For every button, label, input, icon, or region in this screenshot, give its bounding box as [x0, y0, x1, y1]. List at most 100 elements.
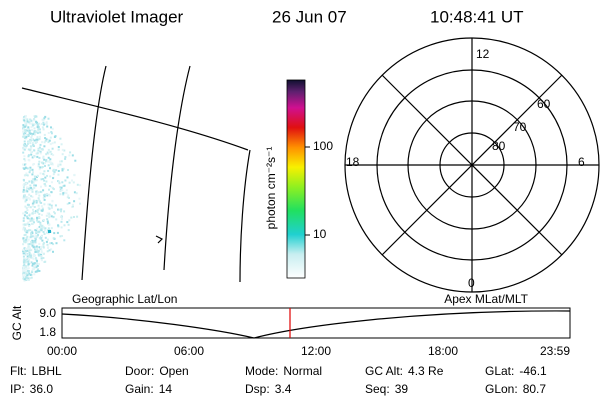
speckle [41, 239, 44, 242]
speckle [24, 229, 27, 232]
speckle [52, 243, 55, 246]
speckle [67, 229, 70, 232]
speckle [50, 215, 53, 218]
speckle [50, 191, 53, 194]
speckle [22, 270, 25, 273]
speckle [48, 213, 51, 216]
speckle [24, 116, 27, 119]
speckle [42, 121, 45, 124]
speckle [31, 244, 34, 247]
speckle [66, 202, 69, 205]
speckle [79, 202, 81, 205]
speckle [26, 142, 29, 145]
orbit-x-tick: 00:00 [47, 344, 77, 358]
speckle [40, 161, 43, 164]
speckle [31, 212, 34, 215]
speckle [45, 153, 48, 156]
speckle [50, 132, 53, 135]
lat-label: 80 [492, 139, 506, 153]
speckle [39, 237, 42, 240]
speckle [52, 215, 55, 218]
speckle [46, 243, 49, 246]
speckle [50, 153, 53, 156]
speckle [67, 223, 70, 226]
speckle [40, 205, 43, 208]
speckle [36, 138, 39, 141]
speckle [30, 235, 33, 238]
speckle [44, 227, 47, 230]
speckle [34, 238, 37, 241]
speckle [39, 143, 42, 146]
speckle [43, 195, 46, 198]
orbit-curve [61, 310, 571, 339]
speckle [22, 219, 25, 222]
speckle [50, 126, 52, 129]
lat-label: 70 [513, 120, 527, 134]
orbit-x-tick: 06:00 [174, 344, 204, 358]
speckle [30, 195, 33, 198]
speckle [43, 170, 46, 173]
mlt-label: 6 [578, 155, 585, 169]
field-value: 4.3 Re [408, 364, 444, 378]
speckle [53, 232, 56, 235]
speckle [27, 127, 30, 130]
speckle [26, 255, 29, 258]
speckle [48, 139, 51, 142]
speckle [46, 250, 49, 253]
speckle [22, 189, 25, 191]
speckle [25, 182, 28, 185]
speckle [57, 225, 60, 228]
field-label: GLat: [485, 364, 514, 378]
speckle [37, 163, 40, 166]
speckle [71, 203, 74, 206]
speckle [27, 263, 30, 266]
speckle [26, 196, 29, 199]
speckle [31, 270, 33, 273]
speckle [35, 131, 38, 134]
speckle [28, 261, 31, 264]
speckle [24, 251, 27, 254]
speckle [40, 253, 42, 256]
speckle [39, 248, 42, 250]
speckle [24, 115, 27, 117]
speckle [68, 219, 71, 222]
orbit-y-tick: 1.8 [39, 325, 56, 339]
speckle [22, 151, 25, 154]
speckle [22, 248, 25, 251]
speckle [28, 140, 31, 143]
speckle [30, 249, 33, 252]
speckle [47, 117, 50, 120]
speckle [28, 198, 31, 201]
speckle [25, 272, 28, 275]
speckle [40, 224, 43, 227]
speckle [78, 197, 81, 200]
speckle [22, 255, 25, 258]
speckle [30, 261, 33, 264]
speckle [41, 123, 44, 125]
colorbar-label: photon cm⁻²s⁻¹ [264, 147, 278, 230]
speckle [27, 260, 30, 263]
speckle [40, 178, 43, 181]
speckle [37, 197, 40, 200]
speckle [46, 174, 48, 177]
speckle [35, 201, 38, 204]
speckle [65, 189, 68, 192]
speckle [33, 123, 36, 126]
speckle [73, 173, 76, 176]
marker [155, 235, 164, 244]
speckle [50, 161, 53, 164]
speckle [22, 228, 25, 231]
field-label: Door: [125, 364, 154, 378]
speckle [26, 222, 29, 225]
speckle [35, 193, 38, 196]
speckle [55, 218, 58, 221]
speckle [26, 229, 29, 232]
speckle [29, 274, 32, 276]
speckle [33, 118, 36, 121]
speckle [60, 226, 63, 229]
speckle [24, 128, 27, 131]
field-label: GC Alt: [365, 364, 403, 378]
speckle [28, 122, 31, 125]
speckle [40, 246, 42, 249]
field-label: Dsp: [245, 382, 270, 396]
